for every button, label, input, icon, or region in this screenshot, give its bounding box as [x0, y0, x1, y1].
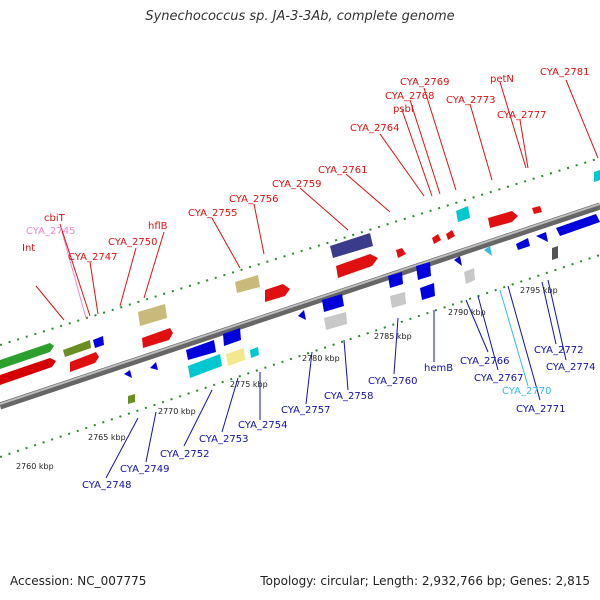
gene-cya-2754b [250, 347, 259, 358]
gene-cya-2774 [556, 214, 600, 236]
gene-cya-2776 [552, 246, 558, 260]
gene-cya-2754 [223, 328, 241, 346]
gene-cya-2771 [516, 238, 530, 250]
label-cya-2767: CYA_2767 [474, 373, 523, 384]
gene-cya-2769 [456, 206, 470, 222]
gene-cya-2758 [322, 294, 344, 312]
label-leader-lines [35, 79, 599, 479]
dotted-rails [0, 157, 600, 458]
label-cya-2774: CYA_2774 [546, 362, 595, 373]
gene-cya-2764 [396, 248, 406, 258]
gene-cya-2772 [536, 232, 548, 242]
label-cya-2753: CYA_2753 [199, 434, 248, 445]
gene-cya-2773 [488, 211, 518, 228]
gene-int [0, 358, 56, 385]
label-cya-2770: CYA_2770 [502, 386, 551, 397]
kbp-tick-labels: 2760 kbp 2765 kbp 2770 kbp 2775 kbp 2780… [16, 286, 558, 471]
gene-hemB [416, 262, 431, 280]
label-cya-2764: CYA_2764 [350, 123, 399, 134]
gene-cya-2767 [464, 268, 475, 284]
tick-2765: 2765 kbp [88, 433, 126, 442]
label-cya-2752: CYA_2752 [160, 449, 209, 460]
gene-cya-2747 [70, 352, 99, 372]
gene-cbiT [63, 340, 91, 357]
gene-cya-2770 [484, 246, 492, 256]
tick-2795: 2795 kbp [520, 286, 558, 295]
accession-text: Accession: NC_007775 [10, 574, 147, 588]
label-hflB: hflB [148, 221, 168, 232]
label-cbiT: cbiT [44, 213, 66, 224]
label-cya-2754: CYA_2754 [238, 420, 287, 431]
label-cya-2745: CYA_2745 [26, 226, 75, 237]
label-hemB: hemB [424, 363, 453, 374]
gene-cya-2749 [93, 336, 104, 348]
bottom-strand-genes [124, 214, 600, 404]
genome-backbone [0, 202, 600, 410]
label-cya-2769: CYA_2769 [400, 77, 449, 88]
gene-hflB [138, 304, 167, 326]
label-cya-2766: CYA_2766 [460, 356, 509, 367]
tick-2760: 2760 kbp [16, 462, 54, 471]
label-cya-2781: CYA_2781 [540, 67, 589, 78]
gene-cya-2758b [324, 312, 347, 330]
gene-cya-2759 [330, 233, 373, 258]
gene-cya-2745 [0, 343, 54, 369]
gene-cya-2748 [128, 394, 135, 404]
tick-2790: 2790 kbp [448, 308, 486, 317]
genome-title: Synechococcus sp. JA-3-3Ab, complete gen… [145, 9, 455, 24]
gene-cya-2751 [150, 362, 158, 370]
gene-petN [532, 206, 542, 214]
tick-2780: 2780 kbp [302, 354, 340, 363]
tick-2775: 2775 kbp [230, 380, 268, 389]
label-int: Int [22, 243, 35, 254]
gene-cya-2761 [336, 254, 378, 278]
label-cya-2748: CYA_2748 [82, 480, 131, 491]
gene-cya-2760 [388, 272, 403, 288]
label-cya-2771: CYA_2771 [516, 404, 565, 415]
label-cya-2768: CYA_2768 [385, 91, 434, 102]
genome-info-text: Topology: circular; Length: 2,932,766 bp… [260, 574, 590, 588]
tick-2770: 2770 kbp [158, 407, 196, 416]
label-cya-2777: CYA_2777 [497, 110, 546, 121]
gene-cya-2766 [454, 256, 462, 266]
label-cya-2749: CYA_2749 [120, 464, 169, 475]
label-cya-2760: CYA_2760 [368, 376, 417, 387]
gene-cya-2768 [446, 230, 455, 240]
top-strand-genes [0, 170, 600, 385]
label-cya-2756: CYA_2756 [229, 194, 278, 205]
label-cya-2761: CYA_2761 [318, 165, 367, 176]
gene-cya-2749b [124, 370, 132, 378]
gene-cya-2781 [594, 170, 600, 182]
label-cya-2772: CYA_2772 [534, 345, 583, 356]
label-psbI: psbI [393, 104, 414, 115]
label-cya-2759: CYA_2759 [272, 179, 321, 190]
gene-cya-2760b [390, 292, 406, 308]
gene-psbI [432, 234, 441, 244]
gene-cya-2755 [235, 275, 260, 293]
tick-2785: 2785 kbp [374, 332, 412, 341]
label-cya-2755: CYA_2755 [188, 208, 237, 219]
label-cya-2773: CYA_2773 [446, 95, 495, 106]
gene-hemB-b [420, 283, 435, 300]
label-cya-2750: CYA_2750 [108, 237, 157, 248]
gene-cya-2752b [188, 354, 222, 378]
gene-cya-2756 [265, 284, 290, 302]
gene-cya-2750 [142, 328, 173, 348]
label-cya-2758: CYA_2758 [324, 391, 373, 402]
label-cya-2757: CYA_2757 [281, 405, 330, 416]
gene-cya-2757 [298, 310, 306, 320]
label-cya-2747: CYA_2747 [68, 252, 117, 263]
bottom-gene-labels: CYA_2748 CYA_2749 CYA_2752 CYA_2753 CYA_… [82, 345, 595, 491]
gene-cya-2753 [226, 348, 245, 366]
gene-cya-2752 [186, 340, 216, 360]
top-gene-labels: Int CYA_2745 cbiT CYA_2747 CYA_2750 hflB… [22, 67, 589, 263]
label-petN: petN [490, 74, 514, 85]
